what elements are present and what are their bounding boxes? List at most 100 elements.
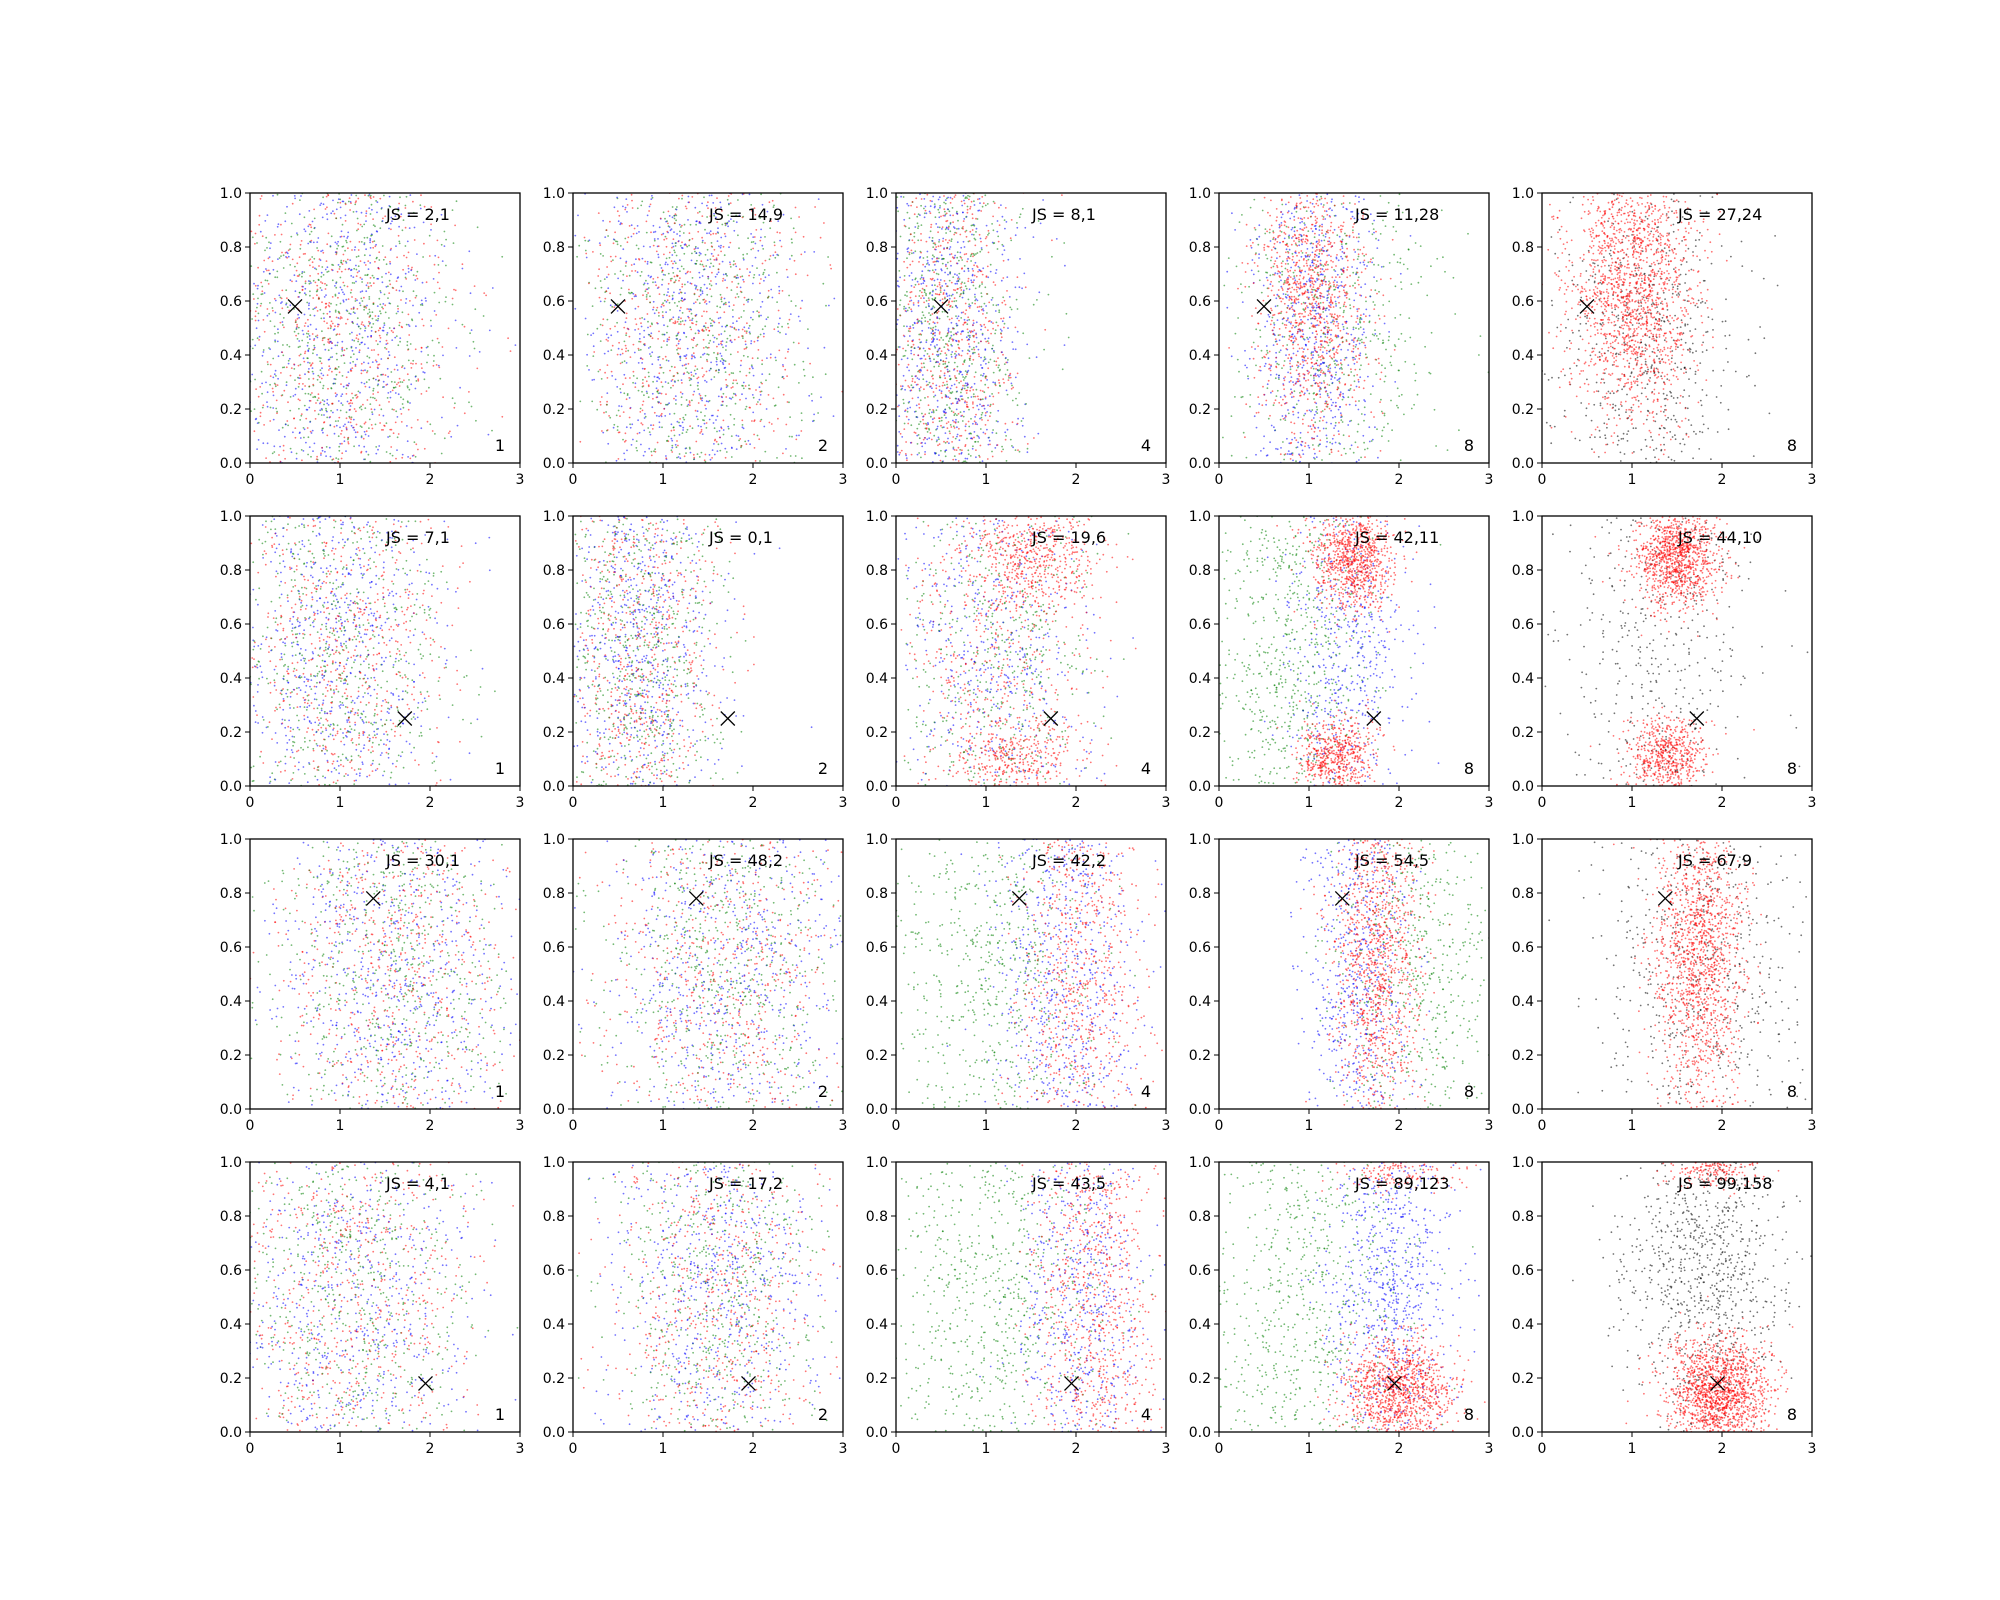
scatter-point-green	[707, 334, 709, 337]
scatter-point-blue	[679, 234, 681, 237]
scatter-point-green	[358, 406, 361, 409]
scatter-point-green	[998, 309, 1001, 312]
scatter-point-green	[944, 343, 947, 345]
scatter-point-blue	[663, 333, 666, 336]
scatter-point-red	[938, 417, 941, 420]
scatter-point-red	[688, 400, 691, 402]
scatter-point-green	[713, 376, 716, 378]
scatter-point-green	[329, 356, 332, 359]
scatter-point-blue	[968, 365, 971, 367]
scatter-point-red	[970, 200, 973, 203]
scatter-point-red	[294, 436, 297, 439]
scatter-point-blue	[378, 445, 381, 447]
scatter-point-red	[966, 401, 968, 404]
scatter-point-blue	[678, 223, 681, 226]
scatter-point-green	[948, 340, 950, 343]
scatter-point-green	[726, 221, 729, 224]
scatter-point-blue	[799, 320, 801, 322]
scatter-point-green	[742, 253, 745, 256]
scatter-point-red	[705, 328, 708, 331]
scatter-point-blue	[387, 351, 390, 353]
scatter-point-red	[393, 356, 396, 359]
scatter-point-green	[664, 274, 666, 276]
scatter-point-red	[918, 369, 920, 372]
scatter-point-blue	[1014, 286, 1017, 289]
scatter-point-green	[699, 289, 702, 292]
scatter-point-green	[412, 211, 415, 214]
scatter-point-red	[920, 291, 923, 294]
scatter-point-green	[395, 335, 398, 337]
scatter-point-red	[454, 224, 456, 227]
scatter-point-green	[923, 288, 926, 291]
scatter-point-blue	[673, 231, 675, 234]
scatter-point-blue	[782, 213, 785, 216]
scatter-point-blue	[615, 459, 618, 462]
scatter-point-blue	[592, 345, 595, 348]
scatter-point-blue	[373, 408, 376, 411]
scatter-point-green	[941, 262, 944, 265]
scatter-point-red	[761, 262, 764, 265]
scatter-point-red	[652, 397, 654, 400]
scatter-point-green	[987, 361, 990, 364]
scatter-point-blue	[662, 273, 665, 276]
scatter-point-green	[276, 270, 279, 273]
scatter-point-red	[331, 402, 333, 405]
scatter-point-red	[973, 376, 976, 378]
scatter-point-blue	[326, 213, 328, 216]
scatter-point-blue	[340, 402, 343, 405]
scatter-point-green	[322, 387, 324, 390]
scatter-point-green	[315, 290, 318, 293]
scatter-point-red	[966, 352, 969, 355]
scatter-point-blue	[973, 431, 976, 433]
scatter-point-green	[978, 284, 981, 287]
scatter-point-blue	[911, 279, 914, 281]
scatter-point-green	[616, 243, 619, 246]
scatter-point-red	[755, 403, 758, 406]
scatter-point-red	[991, 455, 994, 458]
scatter-point-red	[367, 285, 370, 288]
scatter-point-green	[997, 366, 1000, 369]
scatter-point-red	[948, 318, 951, 321]
scatter-point-green	[303, 404, 306, 407]
scatter-point-blue	[1004, 431, 1007, 434]
scatter-point-red	[951, 338, 953, 341]
scatter-point-red	[952, 214, 954, 217]
scatter-point-red	[365, 430, 368, 433]
scatter-point-blue	[705, 400, 708, 403]
scatter-point-blue	[785, 448, 787, 450]
scatter-point-red	[435, 364, 438, 366]
scatter-point-blue	[956, 426, 958, 429]
scatter-point-green	[918, 437, 921, 440]
scatter-point-green	[452, 242, 455, 245]
scatter-point-green	[294, 379, 296, 381]
scatter-point-blue	[937, 226, 939, 229]
scatter-point-blue	[992, 349, 995, 352]
scatter-point-green	[312, 349, 315, 351]
scatter-point-red	[289, 374, 292, 377]
scatter-point-red	[378, 404, 381, 407]
scatter-point-green	[923, 291, 926, 294]
scatter-point-red	[673, 275, 676, 278]
scatter-point-green	[461, 323, 464, 326]
scatter-point-green	[273, 382, 276, 385]
scatter-point-blue	[671, 297, 674, 300]
scatter-point-red	[1000, 333, 1003, 335]
scatter-point-blue	[752, 367, 754, 370]
scatter-point-red	[275, 399, 278, 402]
scatter-point-red	[691, 237, 694, 240]
scatter-point-red	[407, 251, 410, 254]
scatter-point-red	[740, 445, 742, 447]
scatter-point-blue	[630, 444, 633, 446]
scatter-point-blue	[630, 235, 633, 238]
scatter-point-red	[340, 433, 342, 435]
scatter-point-blue	[732, 315, 734, 318]
scatter-point-blue	[924, 205, 927, 208]
scatter-point-blue	[366, 335, 369, 338]
scatter-point-red	[391, 389, 394, 392]
scatter-point-green	[266, 247, 268, 249]
scatter-point-green	[415, 294, 418, 297]
scatter-point-green	[960, 292, 962, 295]
scatter-point-green	[334, 311, 337, 313]
scatter-point-green	[367, 453, 370, 456]
scatter-point-blue	[340, 288, 343, 291]
